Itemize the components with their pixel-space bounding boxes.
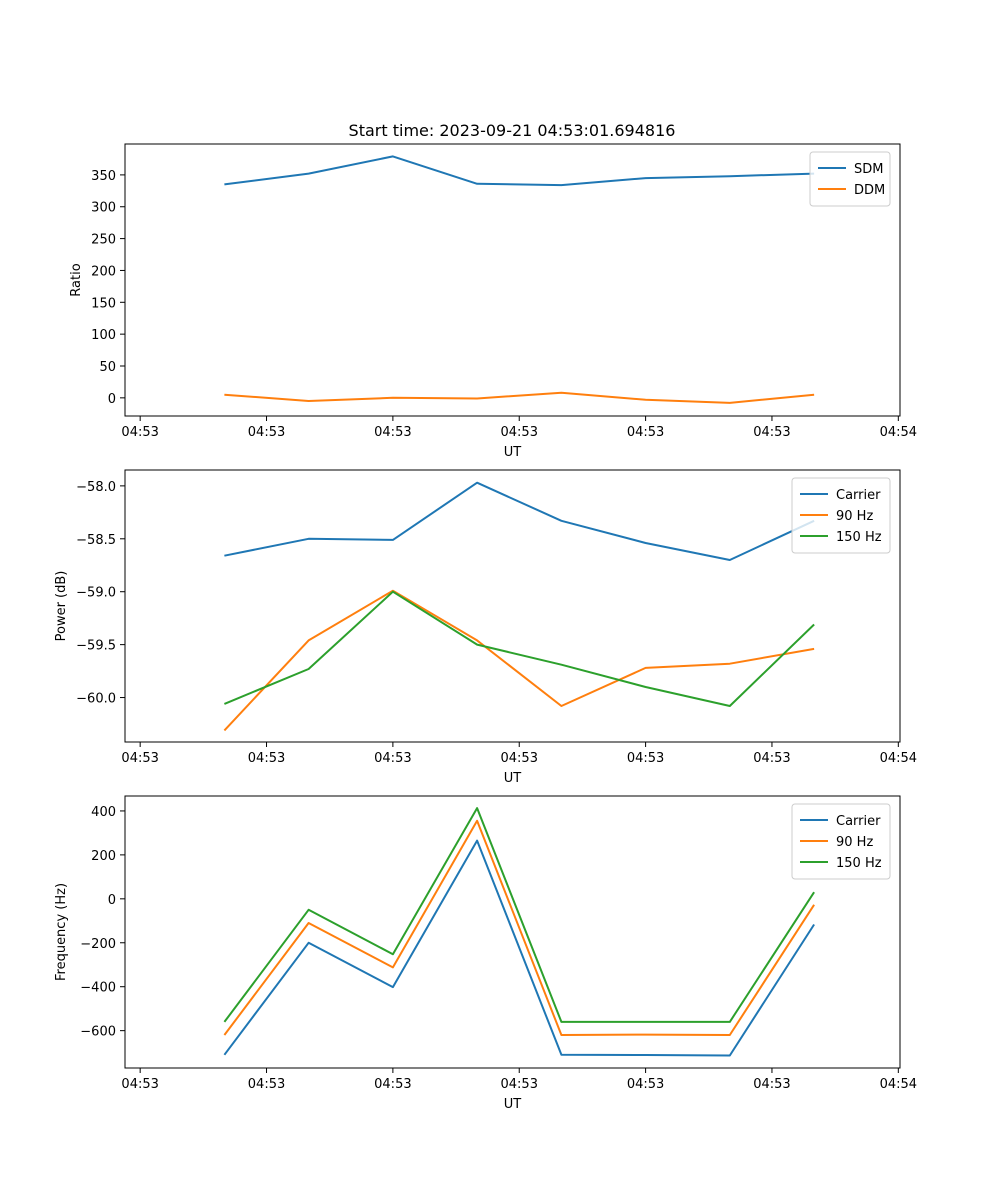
frequency-x-tick-label: 04:53: [627, 1077, 664, 1092]
frequency-x-tick-label: 04:53: [374, 1077, 411, 1092]
power-y-tick-label: −59.5: [76, 639, 116, 654]
ratio-x-tick-label: 04:53: [248, 425, 285, 440]
ratio-plot-frame: [124, 143, 901, 417]
ratio-y-tick-label: 250: [91, 233, 116, 248]
frequency-legend-label: 90 Hz: [836, 835, 873, 850]
ratio-legend-label: SDM: [854, 162, 883, 177]
frequency-plot-frame: [124, 795, 901, 1069]
frequency-x-tick-label: 04:53: [501, 1077, 538, 1092]
ratio-legend-label: DDM: [854, 183, 885, 198]
power-plot-frame: [124, 469, 901, 743]
ratio-x-tick-label: 04:54: [880, 425, 917, 440]
power-y-tick-label: −60.0: [76, 692, 116, 707]
frequency-y-tick-label: −400: [80, 981, 116, 996]
ratio-legend-box: [809, 151, 891, 207]
ratio-y-tick-label: 100: [91, 328, 116, 343]
frequency-x-axis-label: UT: [504, 1097, 522, 1112]
frequency-legend-label: Carrier: [836, 814, 881, 829]
frequency-x-tick-label: 04:54: [880, 1077, 917, 1092]
ratio-y-tick-label: 0: [108, 392, 116, 407]
ratio-x-tick-label: 04:53: [627, 425, 664, 440]
ratio-x-axis-label: UT: [504, 445, 522, 460]
ratio-x-tick-label: 04:53: [501, 425, 538, 440]
frequency-x-tick-label: 04:53: [753, 1077, 790, 1092]
ratio-legend: SDM DDM: [809, 151, 891, 207]
frequency-legend-box: [791, 803, 891, 880]
ratio-series-line-sdm: [224, 155, 815, 187]
power-x-tick-label: 04:53: [627, 751, 664, 766]
power-legend-label: 150 Hz: [836, 530, 882, 545]
ratio-panel: 04:53 04:53 04:53 04:53 04:53 04:53 04:54 0 50 10…: [69, 143, 917, 460]
power-x-tick-label: 04:54: [880, 751, 917, 766]
frequency-y-tick-label: −200: [80, 937, 116, 952]
figure-title: Start time: 2023-09-21 04:53:01.694816: [349, 121, 676, 140]
frequency-legend-label: 150 Hz: [836, 856, 882, 871]
ratio-y-axis-label: Ratio: [69, 263, 84, 296]
frequency-y-tick-label: 0: [108, 893, 116, 908]
ratio-x-tick-label: 04:53: [121, 425, 158, 440]
ratio-x-tick-label: 04:53: [374, 425, 411, 440]
ratio-y-tick-label: 350: [91, 169, 116, 184]
ratio-y-tick-label: 150: [91, 296, 116, 311]
frequency-y-tick-label: −600: [80, 1025, 116, 1040]
power-legend-box: [791, 477, 891, 554]
frequency-series-line-carrier: [223, 839, 815, 1057]
frequency-series-line-90-hz: [223, 819, 815, 1036]
ratio-y-tick-label: 200: [91, 264, 116, 279]
frequency-legend: Carrier 90 Hz 150 Hz: [791, 803, 891, 880]
ratio-series-line-ddm: [224, 391, 815, 404]
power-legend-label: 90 Hz: [836, 509, 873, 524]
power-y-tick-label: −58.5: [76, 533, 116, 548]
power-series-line-carrier: [224, 481, 815, 561]
ratio-y-tick-label: 50: [99, 360, 116, 375]
power-x-tick-label: 04:53: [501, 751, 538, 766]
power-series-line-150-hz: [224, 590, 815, 707]
frequency-y-tick-label: 400: [91, 805, 116, 820]
power-x-tick-label: 04:53: [374, 751, 411, 766]
frequency-y-tick-label: 200: [91, 849, 116, 864]
power-y-tick-label: −58.0: [76, 480, 116, 495]
ratio-x-tick-label: 04:53: [753, 425, 790, 440]
power-x-tick-label: 04:53: [753, 751, 790, 766]
power-x-tick-label: 04:53: [248, 751, 285, 766]
power-x-axis-label: UT: [504, 771, 522, 786]
power-x-tick-label: 04:53: [121, 751, 158, 766]
power-series-line-90-hz: [223, 589, 815, 732]
frequency-series-line-150-hz: [223, 807, 815, 1023]
power-panel: 04:53 04:53 04:53 04:53 04:53 04:53 04:54 −58.0…: [54, 469, 917, 786]
frequency-panel: 04:53 04:53 04:53 04:53 04:53 04:53 04:54 400 20…: [54, 795, 917, 1112]
frequency-y-axis-label: Frequency (Hz): [54, 883, 69, 981]
power-legend-label: Carrier: [836, 488, 881, 503]
frequency-x-tick-label: 04:53: [248, 1077, 285, 1092]
power-legend: Carrier 90 Hz 150 Hz: [791, 477, 891, 554]
frequency-x-tick-label: 04:53: [121, 1077, 158, 1092]
power-y-axis-label: Power (dB): [54, 571, 69, 642]
power-y-tick-label: −59.0: [76, 586, 116, 601]
ratio-y-tick-label: 300: [91, 201, 116, 216]
